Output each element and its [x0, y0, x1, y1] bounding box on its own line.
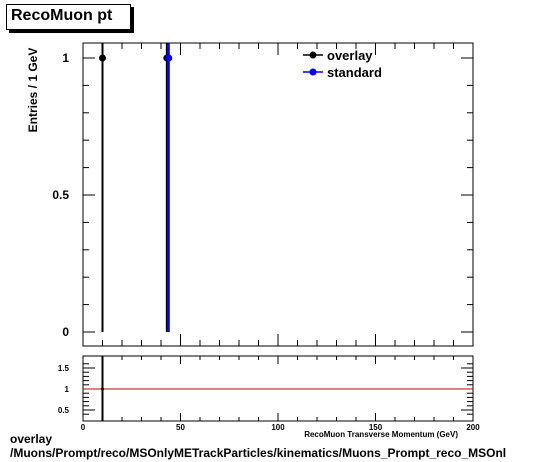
ratio-y-tick-label: 1.5 — [58, 364, 70, 373]
ratio-y-tick-label: 0.5 — [58, 406, 70, 415]
y-tick-label: 0 — [62, 325, 69, 339]
data-point-overlay — [99, 54, 106, 62]
legend-marker-standard — [309, 68, 317, 76]
main-plot: 0 0.5 1 overlay standard — [52, 43, 474, 346]
caption-line-2: /Muons/Prompt/reco/MSOnlyMETrackParticle… — [10, 446, 507, 460]
x-tick-label: 200 — [466, 423, 480, 432]
caption-line-1: overlay — [10, 432, 53, 446]
ratio-plot: 0.5 1 1.5 0 50 100 150 200 — [58, 356, 480, 432]
ratio-y-tick-label: 1 — [65, 385, 70, 394]
chart-title: RecoMuon pt — [11, 7, 113, 24]
x-tick-label: 50 — [176, 423, 185, 432]
x-tick-label: 150 — [369, 423, 383, 432]
legend-label-standard: standard — [327, 65, 382, 80]
data-point-standard — [165, 54, 173, 62]
x-tick-label: 0 — [81, 423, 86, 432]
legend-marker-overlay — [309, 51, 317, 59]
x-tick-label: 100 — [271, 423, 285, 432]
main-plot-frame — [82, 42, 474, 347]
chart-title-box: RecoMuon pt — [6, 4, 131, 30]
x-axis-label: RecoMuon Transverse Momentum (GeV) — [304, 430, 458, 439]
y-axis-label: Entries / 1 GeV — [26, 48, 40, 133]
ratio-point — [101, 387, 104, 391]
y-tick-label: 0.5 — [52, 188, 69, 202]
y-tick-label: 1 — [62, 51, 69, 65]
legend-label-overlay: overlay — [327, 48, 373, 63]
